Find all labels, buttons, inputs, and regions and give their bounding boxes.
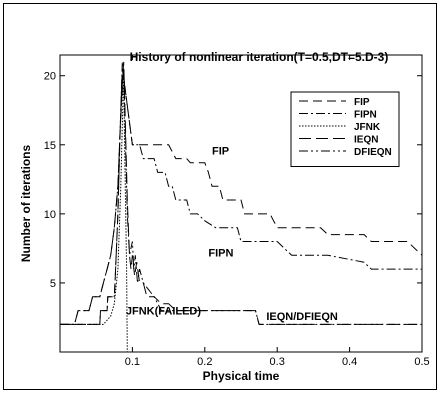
x-tick-label: 0.4 — [342, 356, 357, 368]
legend-label: FIP — [354, 97, 370, 108]
legend-label: IEQN — [354, 135, 378, 146]
plot-area — [59, 54, 423, 353]
series-layer — [60, 61, 422, 352]
annotation-label: FIPN — [208, 248, 233, 260]
annotations: FIP FIPN JFNK(FAILED) IEQN/DFIEQN — [126, 145, 338, 323]
x-tick-label: 0.2 — [197, 356, 212, 368]
y-tick-label: 5 — [50, 278, 56, 290]
chart-title: History of nonlinear iteration(T=0.5,DT=… — [130, 50, 389, 64]
y-axis-label: Number of iterations — [19, 145, 33, 263]
y-tick-label: 15 — [44, 140, 56, 152]
series-dfieqn-line — [60, 68, 422, 325]
annotation-label: JFNK(FAILED) — [126, 306, 202, 318]
annotation-label: FIP — [212, 145, 229, 157]
x-tick-label: 0.3 — [270, 356, 285, 368]
legend-entry-dfieqn: DFIEQN — [299, 147, 392, 158]
y-tick-label: 10 — [44, 209, 56, 221]
y-tick-label: 20 — [44, 71, 56, 83]
x-tick-label: 0.1 — [125, 356, 140, 368]
legend-label: JFNK — [354, 122, 381, 133]
legend-box — [290, 91, 400, 167]
legend-label: DFIEQN — [354, 147, 392, 158]
x-tick-label: 0.5 — [414, 356, 429, 368]
ticks-layer: 0.1 0.2 0.3 0.4 0.5 5 10 15 20 — [44, 55, 430, 368]
series-jfnk-line — [60, 68, 129, 352]
legend-entry-ieqn: IEQN — [299, 135, 378, 146]
series-fipn-line — [60, 61, 422, 325]
legend-entry-jfnk: JFNK — [299, 122, 381, 133]
figure-border — [3, 3, 437, 390]
x-axis-label: Physical time — [203, 369, 280, 383]
legend-label: FIPN — [354, 110, 377, 121]
legend-entry-fipn: FIPN — [299, 110, 377, 121]
legend-entry-fip: FIP — [299, 97, 370, 108]
annotation-label: IEQN/DFIEQN — [266, 311, 338, 323]
